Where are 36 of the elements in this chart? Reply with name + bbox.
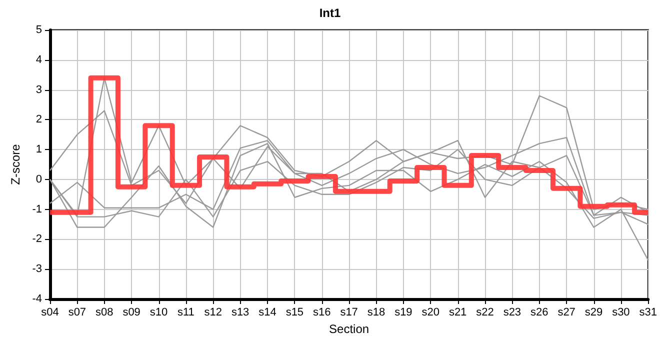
chart-title: Int1 xyxy=(319,6,341,20)
x-tick-label: s15 xyxy=(286,306,304,318)
x-tick-label: s14 xyxy=(258,306,276,318)
y-tick-label: -3 xyxy=(32,263,42,276)
x-axis-title: Section xyxy=(329,322,370,336)
y-tick-label: 1 xyxy=(36,144,42,156)
x-tick-label: s08 xyxy=(96,306,114,318)
y-tick-label: -1 xyxy=(32,203,42,216)
x-tick-label: s17 xyxy=(340,306,358,318)
x-tick-label: s23 xyxy=(503,306,522,318)
x-tick-label: s22 xyxy=(476,306,494,318)
x-tick-label: s09 xyxy=(122,306,140,318)
x-tick-label: s31 xyxy=(639,306,658,318)
y-tick-label: 4 xyxy=(36,54,42,66)
x-tick-label: s20 xyxy=(422,306,440,318)
y-tick-label: -4 xyxy=(32,293,42,305)
x-tick-label: s18 xyxy=(367,306,386,318)
x-tick-label: s07 xyxy=(68,306,86,318)
y-tick-label: -2 xyxy=(32,233,42,246)
x-tick-label: s21 xyxy=(448,306,467,318)
x-tick-label: s30 xyxy=(612,306,630,318)
y-tick-label: 3 xyxy=(36,84,42,96)
x-tick-label: s10 xyxy=(150,306,168,318)
x-tick-label: s13 xyxy=(231,306,250,318)
x-tick-label: s11 xyxy=(177,306,194,318)
x-tick-label: s29 xyxy=(584,306,603,318)
x-tick-label: s12 xyxy=(204,306,222,318)
y-tick-label: 0 xyxy=(36,173,42,186)
x-tick-label: s19 xyxy=(394,306,412,318)
y-axis-title: Z-score xyxy=(8,144,22,185)
x-tick-label: s04 xyxy=(41,306,59,318)
x-tick-label: s16 xyxy=(313,306,331,318)
x-tick-label: s27 xyxy=(558,306,576,318)
y-tick-label: 5 xyxy=(36,24,42,36)
y-tick-label: 2 xyxy=(36,114,42,126)
x-tick-label: s26 xyxy=(530,306,548,318)
